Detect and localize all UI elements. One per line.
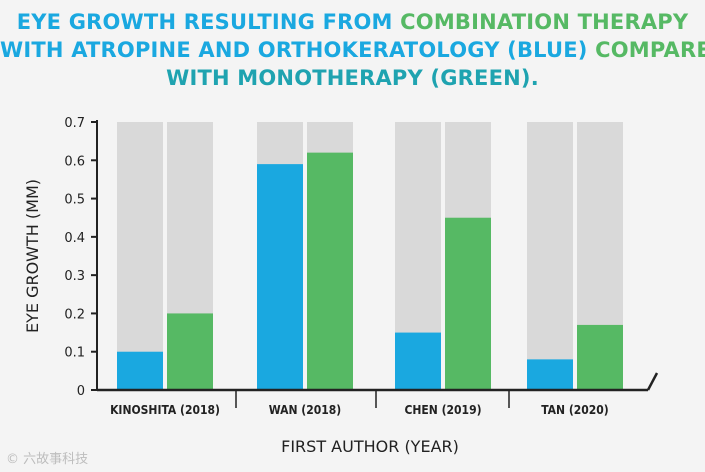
- bar-track-1-1: [117, 122, 163, 390]
- x-axis-title: FIRST AUTHOR (YEAR): [281, 437, 459, 456]
- title-line-1: EYE GROWTH RESULTING FROM COMBINATION TH…: [16, 10, 689, 34]
- labels-layer: 0 0.1 0.2 0.3 0.4 0.5 0.6 0.7 KINOSHITA (2018) WA…: [64, 116, 608, 417]
- title-line-2: WITH ATROPINE AND ORTHOKERATOLOGY (BLUE)…: [0, 38, 705, 62]
- bar-monotherapy-4: [577, 324, 623, 390]
- y-tick-label: 0.7: [64, 116, 85, 131]
- bar-monotherapy-2: [307, 152, 353, 390]
- bar-monotherapy-3: [445, 217, 491, 390]
- y-tick-label: 0.6: [64, 154, 85, 169]
- axes-layer: [91, 120, 659, 408]
- x-category-label: TAN (2020): [541, 403, 609, 417]
- x-category-label: CHEN (2019): [404, 403, 481, 417]
- y-axis-title: EYE GROWTH (MM): [23, 179, 42, 333]
- y-tick-label: 0: [77, 384, 85, 399]
- x-category-label: KINOSHITA (2018): [110, 403, 220, 417]
- chart-title: EYE GROWTH RESULTING FROM COMBINATION TH…: [0, 8, 705, 92]
- bar-combination-2: [257, 164, 303, 390]
- bar-monotherapy-1: [167, 313, 213, 390]
- bars-layer: [117, 122, 623, 390]
- y-tick-label: 0.3: [64, 269, 85, 284]
- bar-combination-3: [395, 332, 441, 390]
- watermark: © 六故事科技: [6, 452, 89, 467]
- y-tick-label: 0.1: [64, 346, 85, 361]
- y-tick-label: 0.2: [64, 307, 85, 322]
- bar-combination-1: [117, 351, 163, 390]
- x-axis-end-mark: [646, 372, 659, 391]
- x-category-label: WAN (2018): [269, 403, 342, 417]
- bar-combination-4: [527, 359, 573, 390]
- title-line-3: WITH MONOTHERAPY (GREEN).: [166, 66, 539, 90]
- y-tick-label: 0.4: [64, 231, 85, 246]
- y-tick-label: 0.5: [64, 193, 85, 208]
- bar-track-4-1: [527, 122, 573, 390]
